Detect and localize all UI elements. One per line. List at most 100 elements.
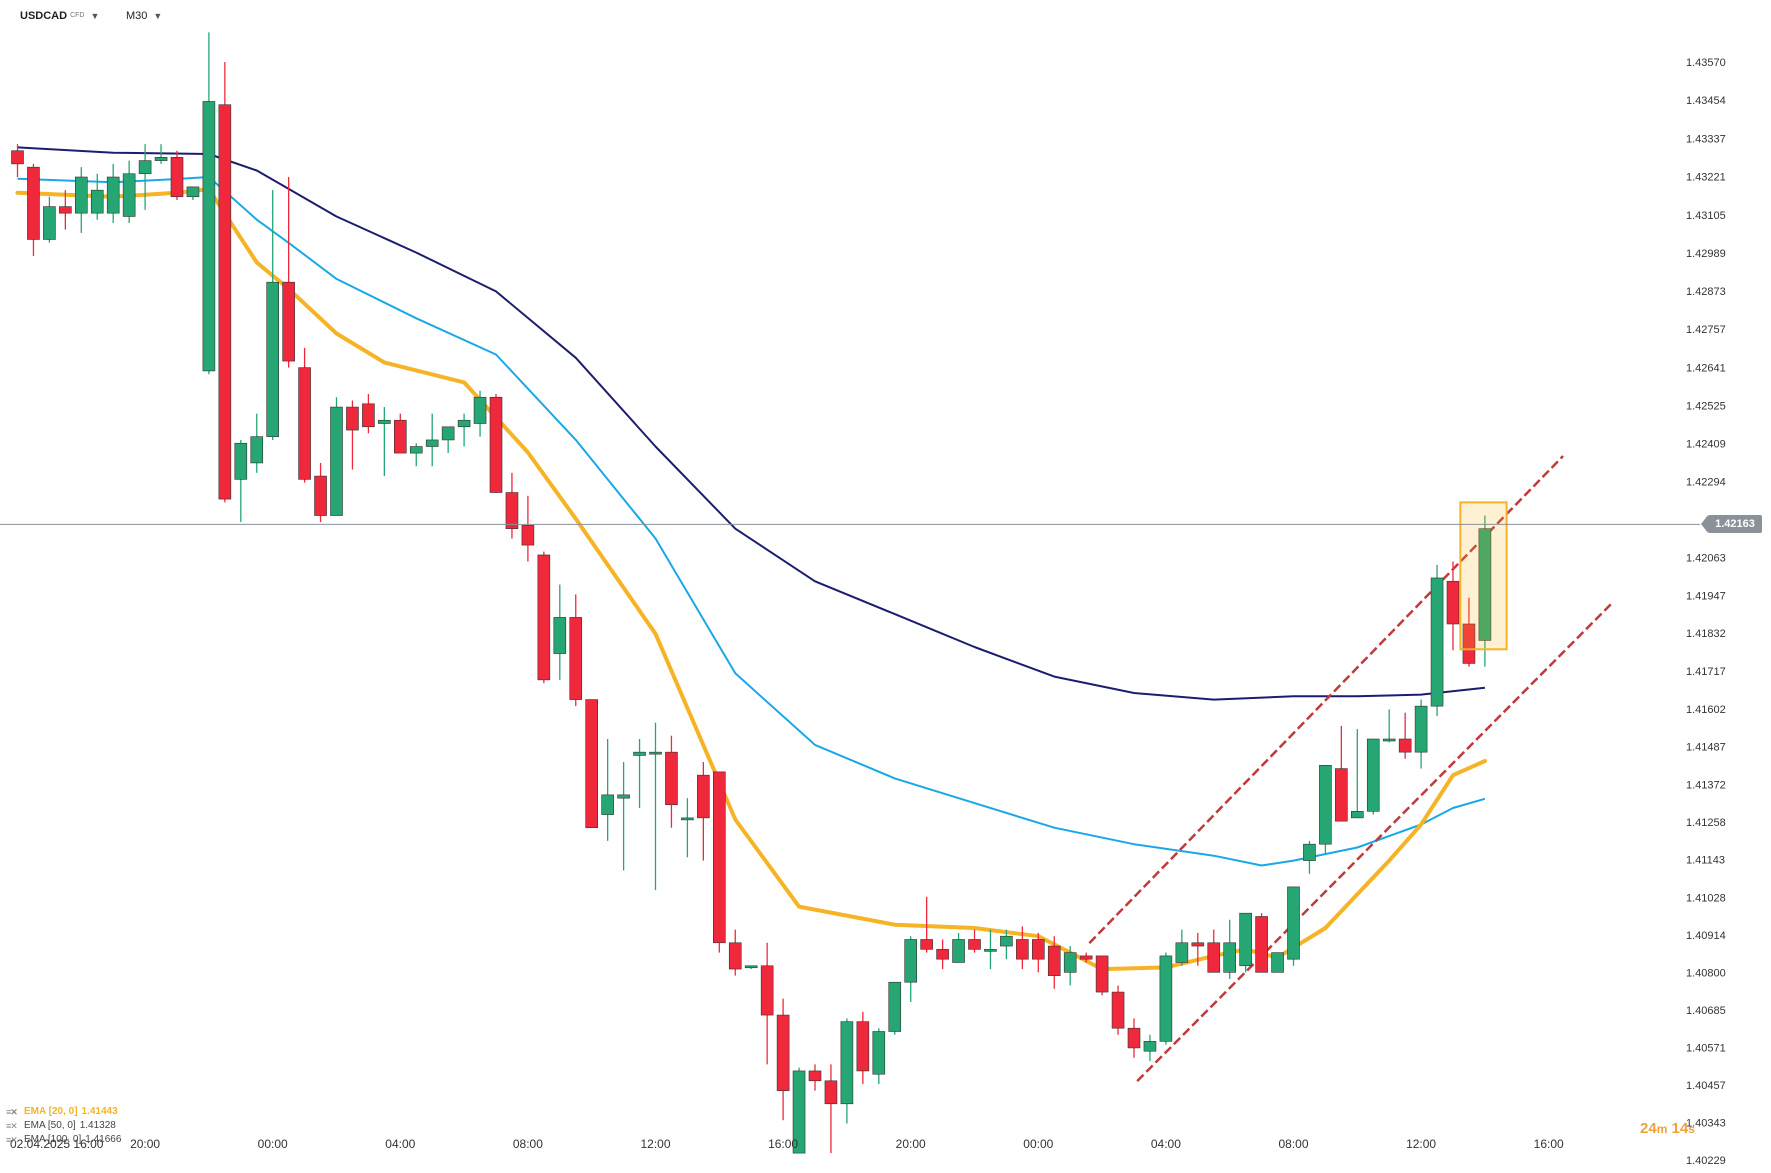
candle[interactable] [1366,738,1380,815]
legend-ema100[interactable]: ≡✕ EMA [100, 0] 1.41666 [6,1133,121,1147]
candle[interactable] [489,393,503,493]
candle[interactable] [1239,912,1252,973]
candle[interactable] [154,144,168,164]
candle[interactable] [888,981,902,1035]
candle[interactable] [1446,561,1460,651]
candle[interactable] [1111,985,1125,1035]
candle[interactable] [43,196,56,243]
candle[interactable] [1462,597,1476,667]
candle[interactable] [665,735,678,828]
candle[interactable] [744,965,758,970]
candle[interactable] [920,896,933,953]
symbol-selector[interactable]: USDCAD CFD ▼ [20,10,99,22]
candle[interactable] [1079,952,1093,963]
candle[interactable] [697,762,710,861]
candle[interactable] [856,1011,870,1085]
candle[interactable] [218,62,232,503]
timeframe-selector[interactable]: M30 ▼ [126,10,162,22]
candle[interactable] [186,186,200,201]
candle[interactable] [601,739,614,841]
candle[interactable] [59,190,72,230]
candle[interactable] [1398,712,1412,759]
candle[interactable] [776,998,790,1121]
indicator-settings-icon[interactable]: ≡✕ [6,1107,18,1117]
candle[interactable] [11,144,24,178]
candle[interactable] [250,413,264,473]
candle[interactable] [409,443,423,467]
candle[interactable] [537,551,551,684]
highlight-rectangle[interactable] [1459,501,1508,651]
candle[interactable] [346,400,359,470]
candle[interactable] [330,397,343,516]
candle[interactable] [505,472,519,539]
candle[interactable] [760,942,774,1065]
legend-ema50[interactable]: ≡✕ EMA [50, 0] 1.41328 [6,1119,121,1133]
candle[interactable] [1319,764,1332,855]
candle[interactable] [1175,929,1189,966]
candle[interactable] [728,929,742,976]
candle[interactable] [681,798,694,858]
candle[interactable] [282,177,295,368]
candle[interactable] [840,1018,854,1124]
candle[interactable] [122,160,136,224]
candle[interactable] [1255,913,1268,973]
candle[interactable] [1303,840,1316,874]
candle[interactable] [457,413,471,447]
candle[interactable] [1032,932,1045,973]
candle[interactable] [585,699,599,829]
candle[interactable] [649,722,662,891]
candle[interactable] [1335,725,1348,822]
candle[interactable] [824,1064,838,1154]
candle[interactable] [298,347,311,483]
candle[interactable] [904,936,918,1002]
candle[interactable] [266,190,280,440]
candle[interactable] [425,413,439,467]
candle[interactable] [808,1064,822,1091]
candle[interactable] [378,407,391,477]
candle[interactable] [1287,886,1300,966]
candle[interactable] [872,1028,886,1085]
legend-ema20[interactable]: ≡✕ EMA [20, 0] 1.41443 [6,1105,121,1119]
candle[interactable] [90,173,104,220]
candle[interactable] [1207,929,1221,973]
candle[interactable] [984,929,997,970]
candle[interactable] [1271,952,1284,973]
candle[interactable] [1016,926,1029,970]
candle[interactable] [1047,936,1061,989]
candle[interactable] [1127,1018,1141,1058]
channel-lower-line[interactable] [1136,601,1614,1083]
candle[interactable] [473,390,487,437]
candle[interactable] [569,594,583,707]
candle[interactable] [617,762,630,871]
candle[interactable] [138,144,152,210]
candle[interactable] [936,939,949,970]
candle[interactable] [1191,932,1205,966]
candle[interactable] [952,932,965,963]
indicator-settings-icon[interactable]: ≡✕ [6,1135,18,1145]
candle[interactable] [393,413,407,454]
candle[interactable] [1159,952,1173,1045]
candle[interactable] [633,739,646,809]
candle[interactable] [553,584,567,680]
candle[interactable] [202,32,216,375]
candle[interactable] [968,929,981,953]
candle[interactable] [1382,709,1396,743]
candle[interactable] [170,150,184,201]
candle[interactable] [106,163,120,224]
candle[interactable] [441,426,455,454]
candle[interactable] [234,439,248,523]
candle[interactable] [1000,929,1013,960]
indicator-settings-icon[interactable]: ≡✕ [6,1121,18,1131]
candle[interactable] [521,495,535,562]
candle[interactable] [314,462,327,523]
candle[interactable] [1143,1034,1157,1062]
candle[interactable] [1478,515,1492,667]
candle[interactable] [1430,564,1444,717]
candle[interactable] [712,771,726,953]
candle[interactable] [362,393,375,434]
candle[interactable] [1063,946,1077,986]
candle[interactable] [1351,729,1364,819]
candle[interactable] [1223,919,1236,979]
candle[interactable] [1095,955,1109,996]
